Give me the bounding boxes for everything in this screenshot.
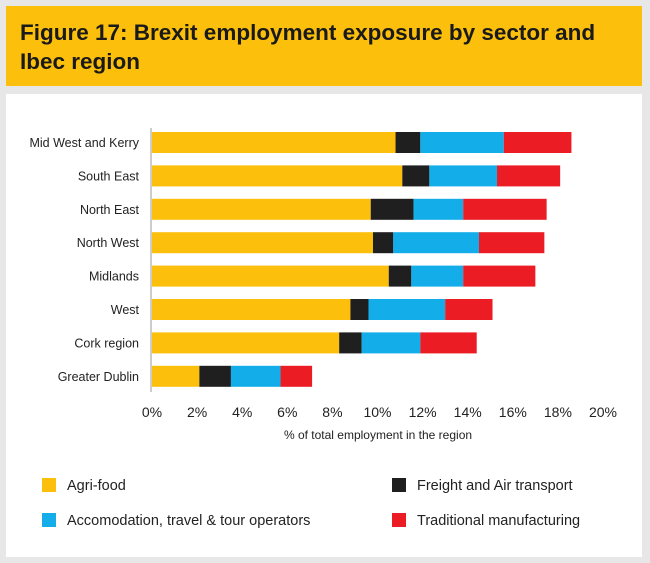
x-tick-labels: 0% 2% 4% 6% 8% 10% 12% 14% 16% 18% 20%: [142, 404, 617, 420]
legend: Agri-food Freight and Air transport Accomo…: [42, 478, 580, 529]
legend-label-accomodation-travel-and-tour-operators: Accomodation, travel & tour operators: [67, 513, 310, 529]
category-label-greater-dublin: Greater Dublin: [58, 370, 139, 384]
legend-swatch-accomodation-travel-and-tour-operators: [42, 513, 56, 527]
bar-cork-region-agri-food: [152, 332, 340, 354]
bar-cork-region-traditional-manufacturing: [420, 332, 477, 354]
bar-west-traditional-manufacturing: [445, 299, 493, 320]
category-label-west: West: [111, 303, 140, 317]
bar-midlands-accomodation-travel-and-tour-operators: [411, 265, 464, 287]
bar-mid-west-and-kerry-freight-and-air-transport: [395, 132, 421, 153]
legend-label-freight-and-air-transport: Freight and Air transport: [417, 478, 573, 494]
category-labels: Mid West and Kerry South East North East No…: [29, 136, 139, 384]
bar-cork-region-accomodation-travel-and-tour-operators: [361, 332, 421, 354]
x-tick-8-pct: 8%: [322, 404, 342, 420]
bar-south-east-accomodation-travel-and-tour-operators: [429, 165, 498, 187]
category-label-mid-west-and-kerry: Mid West and Kerry: [29, 136, 139, 150]
bar-mid-west-and-kerry-agri-food: [152, 132, 396, 153]
x-axis-title: % of total employment in the region: [284, 428, 472, 442]
bar-midlands-traditional-manufacturing: [463, 265, 536, 287]
x-tick-14-pct: 14%: [454, 404, 482, 420]
bar-cork-region-freight-and-air-transport: [339, 332, 362, 354]
x-tick-18-pct: 18%: [544, 404, 572, 420]
bars-layer: [152, 132, 572, 387]
bar-south-east-traditional-manufacturing: [497, 165, 561, 187]
figure-title: Figure 17: Brexit employment exposure by…: [20, 20, 596, 74]
bar-north-east-agri-food: [152, 198, 371, 220]
category-label-north-east: North East: [80, 203, 140, 217]
x-tick-6-pct: 6%: [277, 404, 297, 420]
x-tick-4-pct: 4%: [232, 404, 252, 420]
bar-greater-dublin-accomodation-travel-and-tour-operators: [230, 365, 281, 387]
category-label-cork-region: Cork region: [74, 336, 139, 350]
bar-greater-dublin-traditional-manufacturing: [280, 365, 313, 387]
x-tick-20-pct: 20%: [589, 404, 617, 420]
bar-north-east-accomodation-travel-and-tour-operators: [413, 198, 464, 220]
bar-greater-dublin-freight-and-air-transport: [199, 365, 231, 387]
bar-south-east-agri-food: [152, 165, 403, 187]
bar-greater-dublin-agri-food: [152, 365, 200, 387]
bar-south-east-freight-and-air-transport: [402, 165, 430, 187]
x-tick-10-pct: 10%: [363, 404, 391, 420]
bar-midlands-agri-food: [152, 265, 389, 287]
category-label-north-west: North West: [77, 236, 140, 250]
figure-header: Figure 17: Brexit employment exposure by…: [6, 6, 642, 86]
legend-swatch-freight-and-air-transport: [392, 478, 406, 492]
legend-label-agri-food: Agri-food: [67, 478, 126, 494]
category-label-south-east: South East: [78, 169, 140, 183]
bar-north-west-freight-and-air-transport: [372, 232, 394, 254]
bar-west-accomodation-travel-and-tour-operators: [368, 299, 446, 320]
x-tick-12-pct: 12%: [409, 404, 437, 420]
bar-north-west-accomodation-travel-and-tour-operators: [393, 232, 479, 254]
bar-north-east-freight-and-air-transport: [370, 198, 414, 220]
bar-midlands-freight-and-air-transport: [388, 265, 412, 287]
bar-mid-west-and-kerry-accomodation-travel-and-tour-operators: [420, 132, 504, 153]
x-tick-2-pct: 2%: [187, 404, 207, 420]
legend-swatch-traditional-manufacturing: [392, 513, 406, 527]
bar-north-west-traditional-manufacturing: [478, 232, 545, 254]
x-tick-16-pct: 16%: [499, 404, 527, 420]
bar-north-east-traditional-manufacturing: [463, 198, 547, 220]
bar-west-freight-and-air-transport: [350, 299, 369, 320]
bar-west-agri-food: [152, 299, 351, 320]
bar-north-west-agri-food: [152, 232, 373, 254]
bar-mid-west-and-kerry-traditional-manufacturing: [503, 132, 572, 153]
x-tick-0-pct: 0%: [142, 404, 162, 420]
legend-label-traditional-manufacturing: Traditional manufacturing: [417, 513, 580, 529]
legend-swatch-agri-food: [42, 478, 56, 492]
category-label-midlands: Midlands: [89, 270, 139, 284]
